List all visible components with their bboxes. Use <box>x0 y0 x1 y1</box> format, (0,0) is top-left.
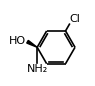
Text: NH₂: NH₂ <box>27 64 48 74</box>
Text: Cl: Cl <box>70 14 81 24</box>
Polygon shape <box>27 40 37 47</box>
Text: HO: HO <box>9 36 26 46</box>
